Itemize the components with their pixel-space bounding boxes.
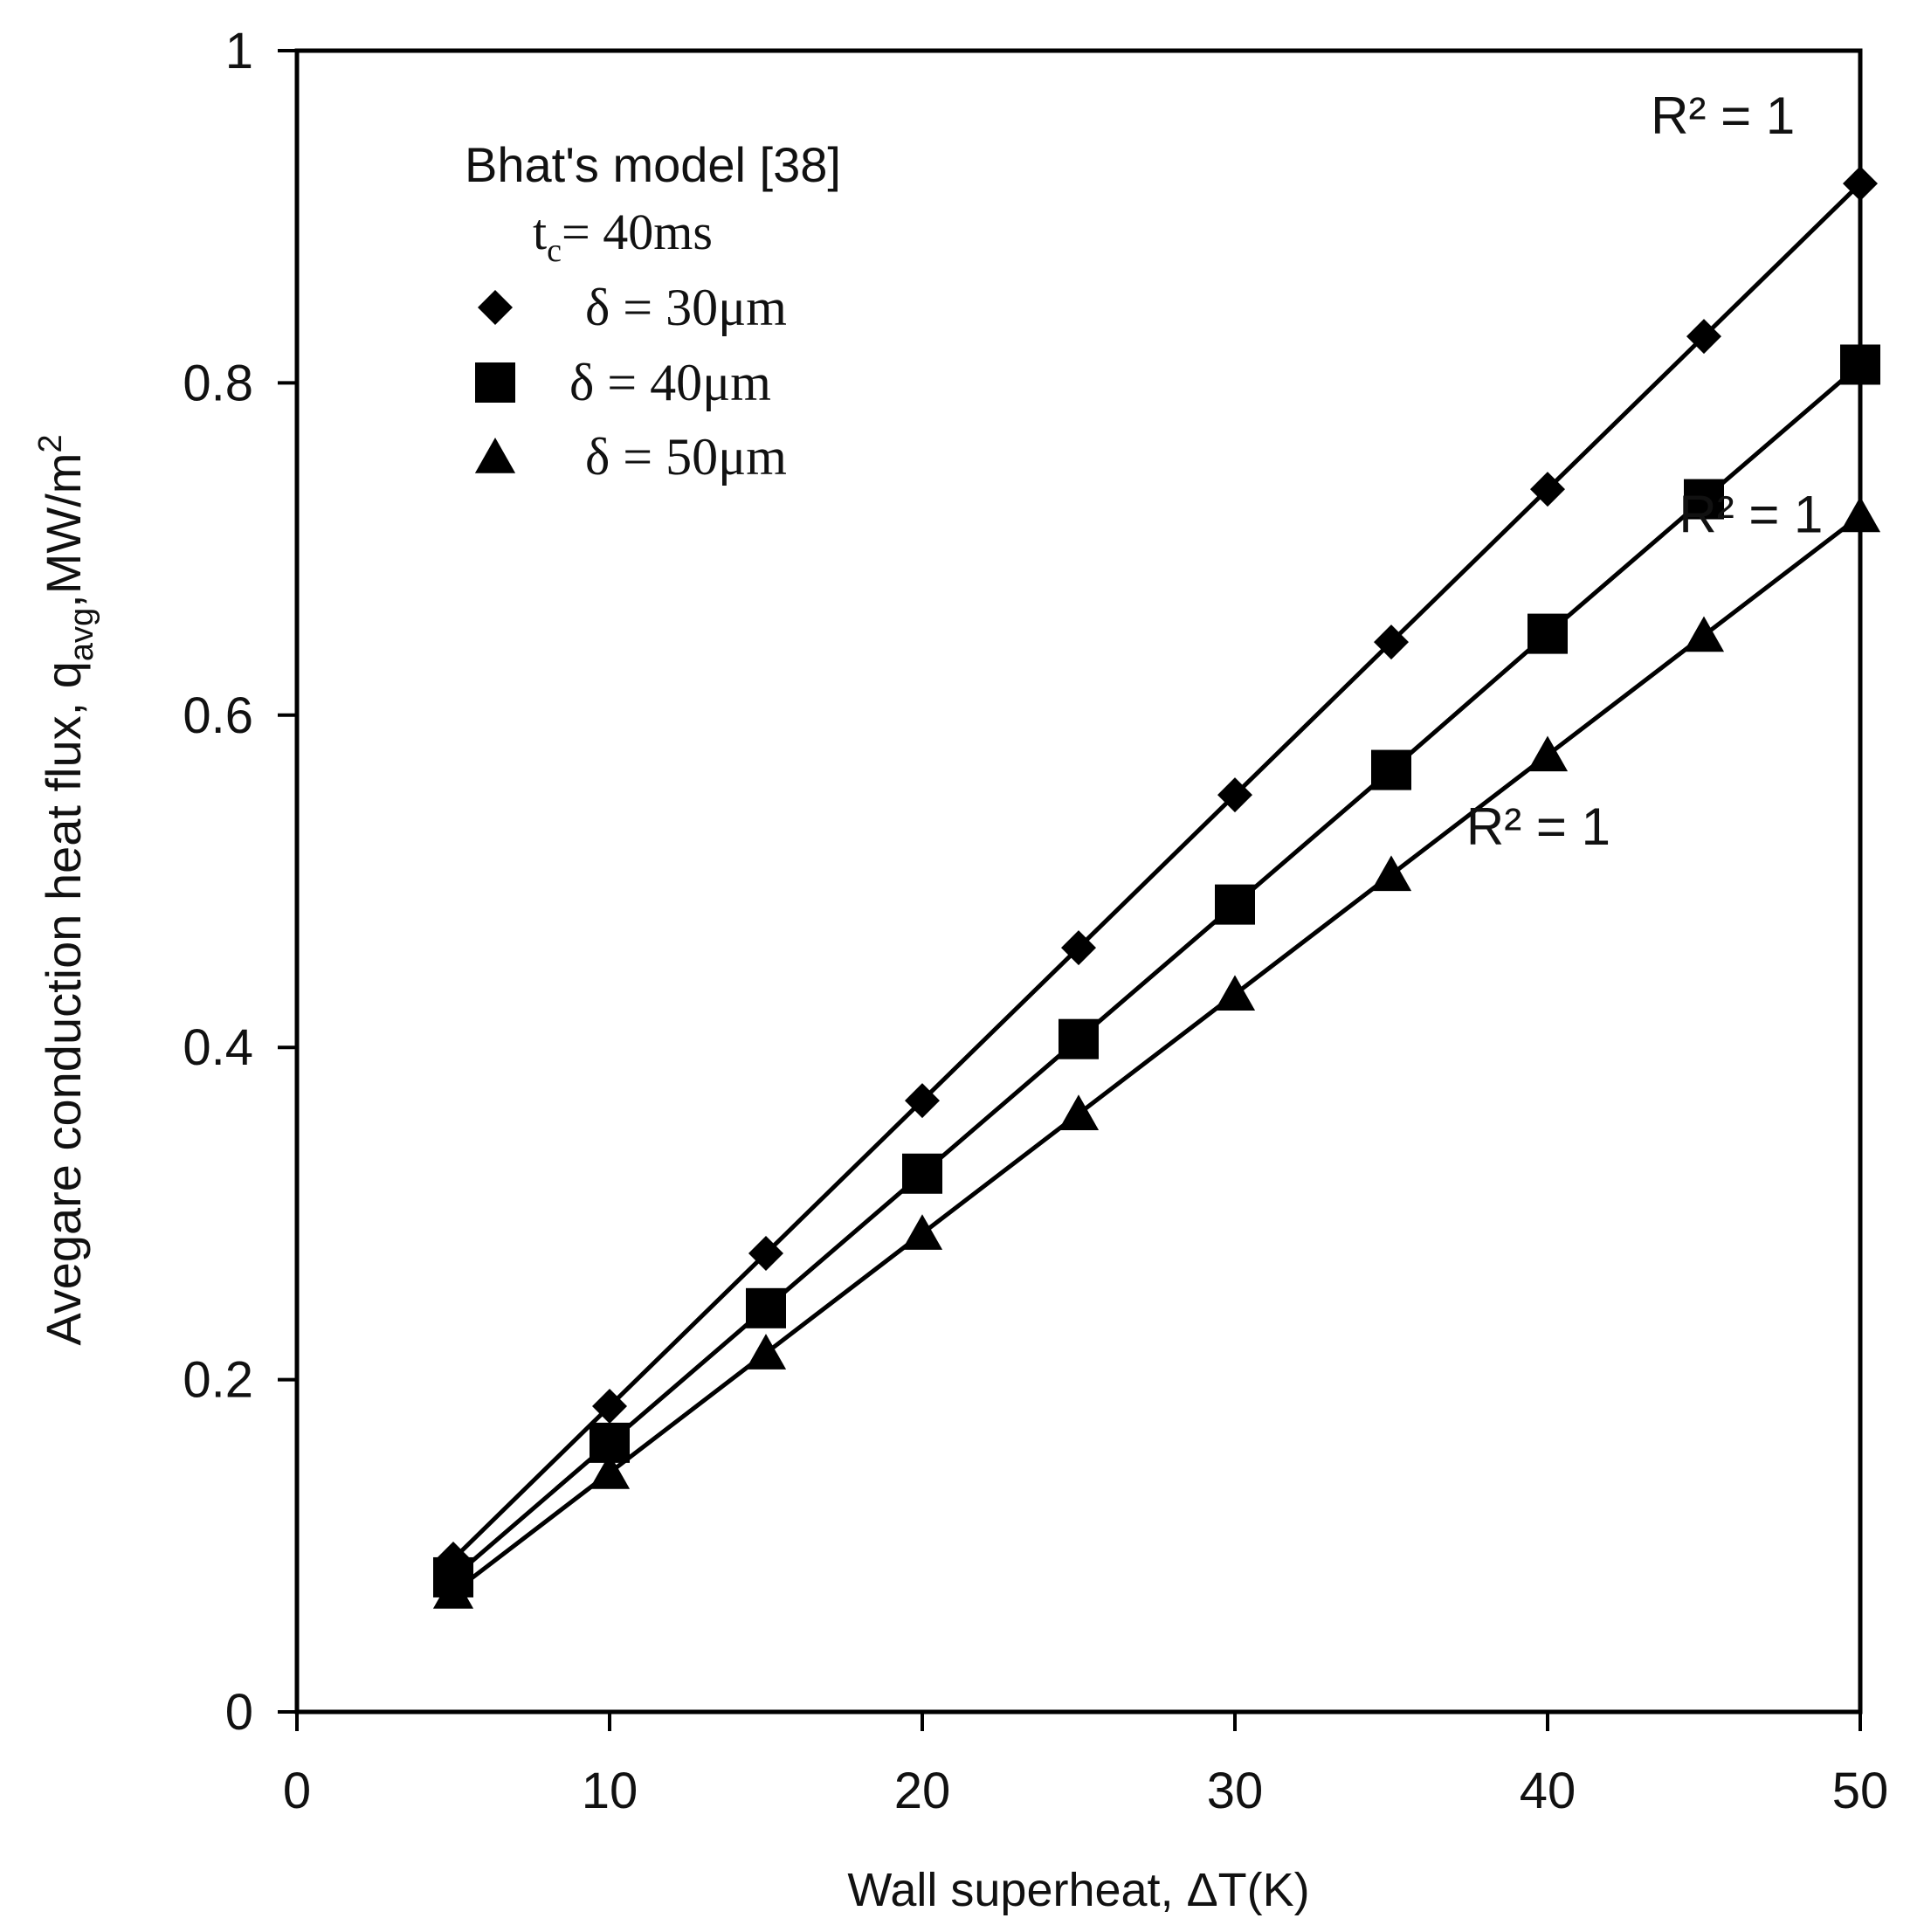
legend-title: Bhat's model [38] [465, 137, 841, 192]
data-point-square [746, 1287, 786, 1328]
r2-labels: R² = 1 R² = 1 R² = 1 [1466, 86, 1824, 856]
data-point-triangle [1839, 496, 1881, 533]
r2-label: R² = 1 [1679, 486, 1823, 544]
y-tick-label: 0.4 [183, 1019, 253, 1076]
x-tick-label: 10 [582, 1763, 638, 1819]
x-axis-label: Wall superheat, ΔT(K) [847, 1864, 1309, 1916]
data-point-diamond [1374, 624, 1409, 660]
y-tick-label: 0 [225, 1684, 253, 1741]
x-tick-label: 30 [1207, 1763, 1264, 1819]
data-point-triangle [589, 1453, 631, 1489]
data-point-square [1840, 344, 1880, 385]
x-tick-label: 40 [1520, 1763, 1576, 1819]
data-point-diamond [1061, 930, 1096, 966]
series-line-triangle [452, 514, 1862, 1595]
series-line-square [452, 362, 1862, 1579]
data-point-diamond [1686, 319, 1721, 355]
legend: Bhat's model [38] tc= 40ms δ = 30μm δ = 4… [465, 137, 841, 486]
data-point-square [1371, 749, 1411, 790]
r2-label: R² = 1 [1651, 86, 1795, 145]
data-point-triangle [901, 1214, 943, 1250]
x-tick-label: 50 [1832, 1763, 1889, 1819]
y-tick-label: 0.6 [183, 687, 253, 744]
series-lines [452, 182, 1862, 1595]
data-point-diamond [748, 1236, 783, 1272]
y-tick-label: 0.2 [183, 1352, 253, 1409]
data-point-square [1527, 613, 1568, 654]
data-point-triangle [1214, 975, 1256, 1011]
data-point-triangle [1370, 855, 1412, 892]
x-tick-label: 0 [283, 1763, 311, 1819]
data-point-diamond [1530, 472, 1565, 507]
series-markers [432, 166, 1881, 1609]
data-point-diamond [1217, 777, 1252, 813]
data-point-triangle [1527, 735, 1569, 772]
data-point-triangle [1058, 1094, 1100, 1130]
y-axis-label: Avegare conduction heat flux, qavg,MW/m2 [32, 434, 100, 1345]
data-point-diamond [592, 1389, 627, 1425]
r2-label: R² = 1 [1466, 797, 1610, 856]
legend-entry-label: δ = 30μm [585, 279, 787, 336]
data-point-triangle [745, 1334, 787, 1370]
data-point-diamond [905, 1083, 940, 1119]
plot-frame [294, 48, 1863, 1715]
data-point-square [1684, 479, 1724, 520]
legend-entry-label: δ = 50μm [585, 428, 787, 486]
legend-marker-square [475, 362, 515, 403]
data-point-triangle [1683, 616, 1725, 652]
y-tick-label: 0.8 [183, 355, 253, 411]
legend-marker-triangle [474, 438, 516, 473]
data-point-square [902, 1153, 942, 1194]
axis-ticks: 0 10 20 30 40 50 0 0.2 0.4 0.6 0.8 1 [183, 23, 1888, 1819]
legend-marker-diamond [478, 290, 513, 325]
y-tick-label: 1 [225, 23, 253, 79]
data-point-diamond [1843, 166, 1878, 202]
legend-subtitle: tc= 40ms [533, 204, 713, 269]
x-tick-label: 20 [894, 1763, 951, 1819]
series-line-diamond [452, 182, 1862, 1561]
data-point-square [1059, 1018, 1099, 1059]
data-point-triangle [432, 1573, 474, 1609]
data-point-square [1215, 884, 1255, 925]
legend-entry-label: δ = 40μm [569, 354, 771, 411]
